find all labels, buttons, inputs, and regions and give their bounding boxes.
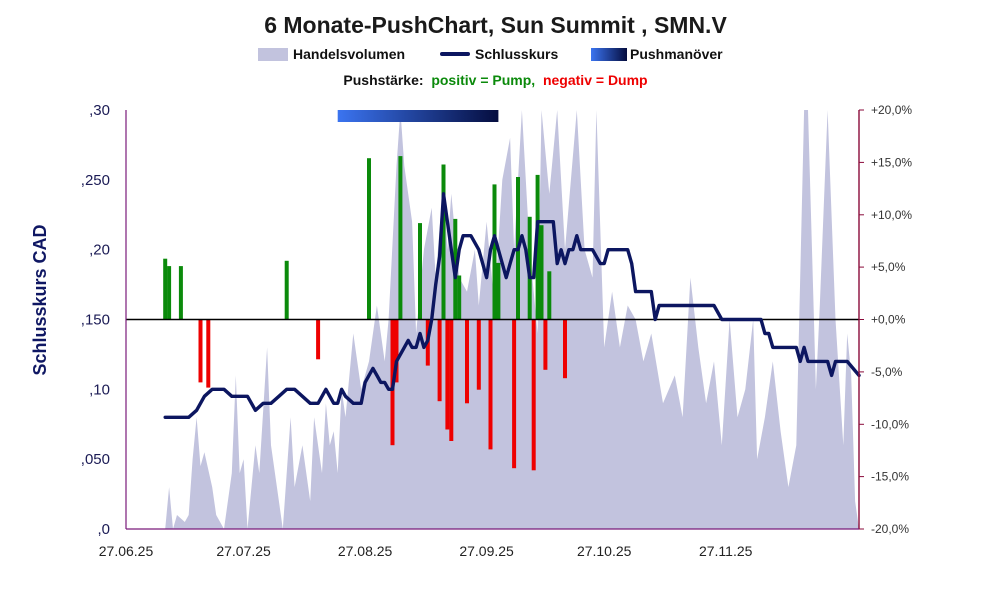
close-line bbox=[163, 192, 861, 419]
x-tick-label: 27.07.25 bbox=[216, 543, 271, 559]
y2-tick-label: +15,0% bbox=[871, 155, 912, 169]
x-tick-label: 27.06.25 bbox=[99, 543, 154, 559]
pump-bar bbox=[418, 223, 422, 320]
pump-bar bbox=[457, 275, 462, 320]
dump-bar bbox=[543, 319, 548, 370]
y-tick-label: ,050 bbox=[81, 451, 110, 468]
y2-tick-label: +10,0% bbox=[871, 208, 912, 222]
push-swatch bbox=[591, 47, 627, 61]
y2-tick-label: +0,0% bbox=[871, 313, 906, 327]
dump-bar bbox=[206, 319, 211, 388]
dump-bar bbox=[563, 319, 567, 379]
push-period-layer bbox=[337, 110, 499, 122]
y-tick-label: ,150 bbox=[81, 312, 110, 329]
y2-tick-label: +20,0% bbox=[871, 103, 912, 117]
x-tick-label: 27.09.25 bbox=[459, 543, 514, 559]
push-strength-key: Pushstärke: bbox=[343, 72, 424, 88]
x-tick-label: 27.11.25 bbox=[699, 543, 753, 559]
pump-bar bbox=[367, 158, 371, 320]
pump-bar bbox=[163, 258, 168, 320]
legend-push-label: Pushmanöver bbox=[630, 46, 723, 62]
x-tick-label: 27.10.25 bbox=[577, 543, 632, 559]
push-period-band bbox=[337, 110, 499, 122]
dump-bar bbox=[394, 319, 399, 383]
push-strength-negative: negativ = Dump bbox=[542, 72, 648, 88]
dump-bar bbox=[316, 319, 321, 360]
dump-bar bbox=[437, 319, 442, 402]
y2-tick-label: -20,0% bbox=[871, 522, 909, 536]
y-tick-label: ,250 bbox=[81, 172, 110, 189]
pump-bar bbox=[492, 184, 497, 320]
y-tick-label: ,10 bbox=[89, 381, 110, 398]
close-swatch bbox=[440, 52, 470, 56]
dump-bar bbox=[476, 319, 481, 390]
y2-tick-label: -10,0% bbox=[871, 417, 909, 431]
push-strength-positive: positiv = Pump, bbox=[431, 72, 536, 88]
y2-tick-label: -5,0% bbox=[871, 365, 903, 379]
pump-bar bbox=[535, 174, 540, 320]
y-tick-label: ,20 bbox=[89, 242, 110, 259]
pump-bar bbox=[178, 266, 183, 320]
x-tick-label: 27.08.25 bbox=[338, 543, 393, 559]
dump-bar bbox=[531, 319, 536, 471]
legend: Handelsvolumen Schlusskurs Pushmanöver bbox=[0, 46, 991, 66]
dump-bar bbox=[465, 319, 469, 404]
pump-bar bbox=[496, 262, 501, 320]
ticks-layer: ,0 ,050 ,10 ,150 ,20 ,250 ,30 -20,0% -15,0% -10,0… bbox=[81, 102, 913, 559]
pump-bar bbox=[441, 164, 446, 320]
push-strength-note: Pushstärke: positiv = Pump, negativ = Du… bbox=[0, 72, 991, 88]
y-tick-label: ,30 bbox=[89, 102, 110, 119]
legend-volume-label: Handelsvolumen bbox=[293, 46, 406, 62]
y-tick-label: ,0 bbox=[97, 521, 110, 538]
dump-bar bbox=[449, 319, 454, 441]
chart-title: 6 Monate-PushChart, Sun Summit , SMN.V bbox=[264, 12, 727, 38]
pump-bar bbox=[398, 156, 403, 320]
dump-bar bbox=[488, 319, 493, 450]
dump-bar bbox=[198, 319, 203, 383]
pump-bar bbox=[547, 271, 552, 320]
legend-item-volume: Handelsvolumen bbox=[258, 46, 405, 62]
legend-item-close: Schlusskurs bbox=[440, 46, 558, 62]
y2-tick-label: +5,0% bbox=[871, 260, 906, 274]
volume-swatch bbox=[258, 47, 288, 61]
legend-close-label: Schlusskurs bbox=[475, 46, 559, 62]
dump-bar bbox=[512, 319, 517, 469]
dump-bar bbox=[445, 319, 450, 430]
pump-bar bbox=[167, 266, 172, 320]
y-axis-label: Schlusskurs CAD bbox=[30, 224, 50, 375]
y2-tick-label: -15,0% bbox=[871, 470, 909, 484]
legend-item-push: Pushmanöver bbox=[591, 46, 723, 62]
close-layer bbox=[163, 192, 861, 419]
pump-bar bbox=[284, 260, 289, 320]
pump-bar bbox=[539, 225, 544, 320]
